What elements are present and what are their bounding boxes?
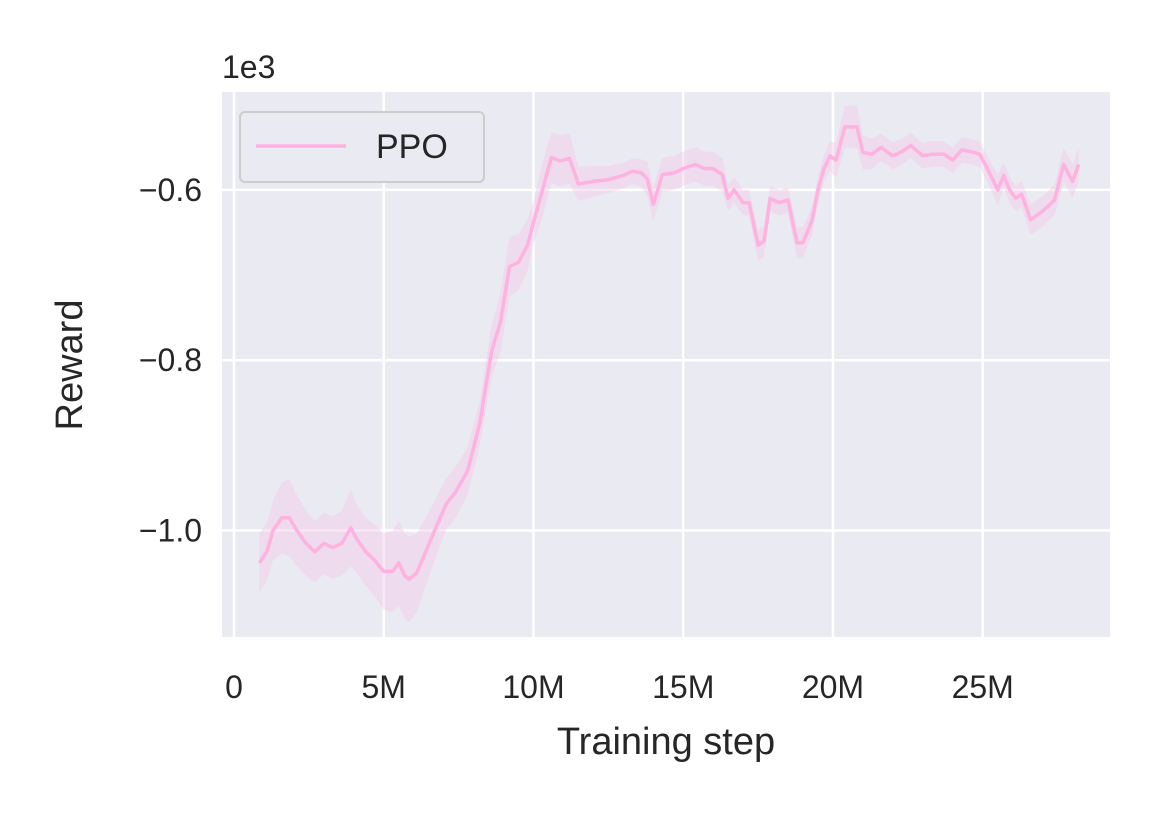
y-tick-label: −1.0 [139, 513, 202, 549]
y-tick-label: −0.8 [139, 342, 202, 378]
legend-label-ppo: PPO [376, 128, 448, 166]
x-tick-label: 20M [802, 669, 864, 705]
y-axis-label: Reward [49, 300, 91, 431]
ppo-std-band [259, 105, 1079, 622]
x-tick-label: 15M [652, 669, 714, 705]
grid-lines [222, 92, 1110, 637]
y-tick-label: −0.6 [139, 172, 202, 208]
ppo-reward-line [257, 125, 1081, 581]
x-axis-label: Training step [557, 721, 775, 763]
x-tick-label: 0 [225, 669, 243, 705]
tick-labels: 0 5M 10M 15M 20M 25M −1.0 −0.8 −0.6 [139, 172, 1014, 705]
x-tick-label: 5M [362, 669, 406, 705]
legend-box [239, 111, 485, 183]
legend: PPO [239, 111, 485, 183]
ppo-series-line [257, 125, 1081, 581]
x-tick-label: 10M [502, 669, 564, 705]
x-tick-label: 25M [952, 669, 1014, 705]
y-offset-text: 1e3 [222, 49, 275, 85]
ppo-variance-band [259, 105, 1079, 622]
